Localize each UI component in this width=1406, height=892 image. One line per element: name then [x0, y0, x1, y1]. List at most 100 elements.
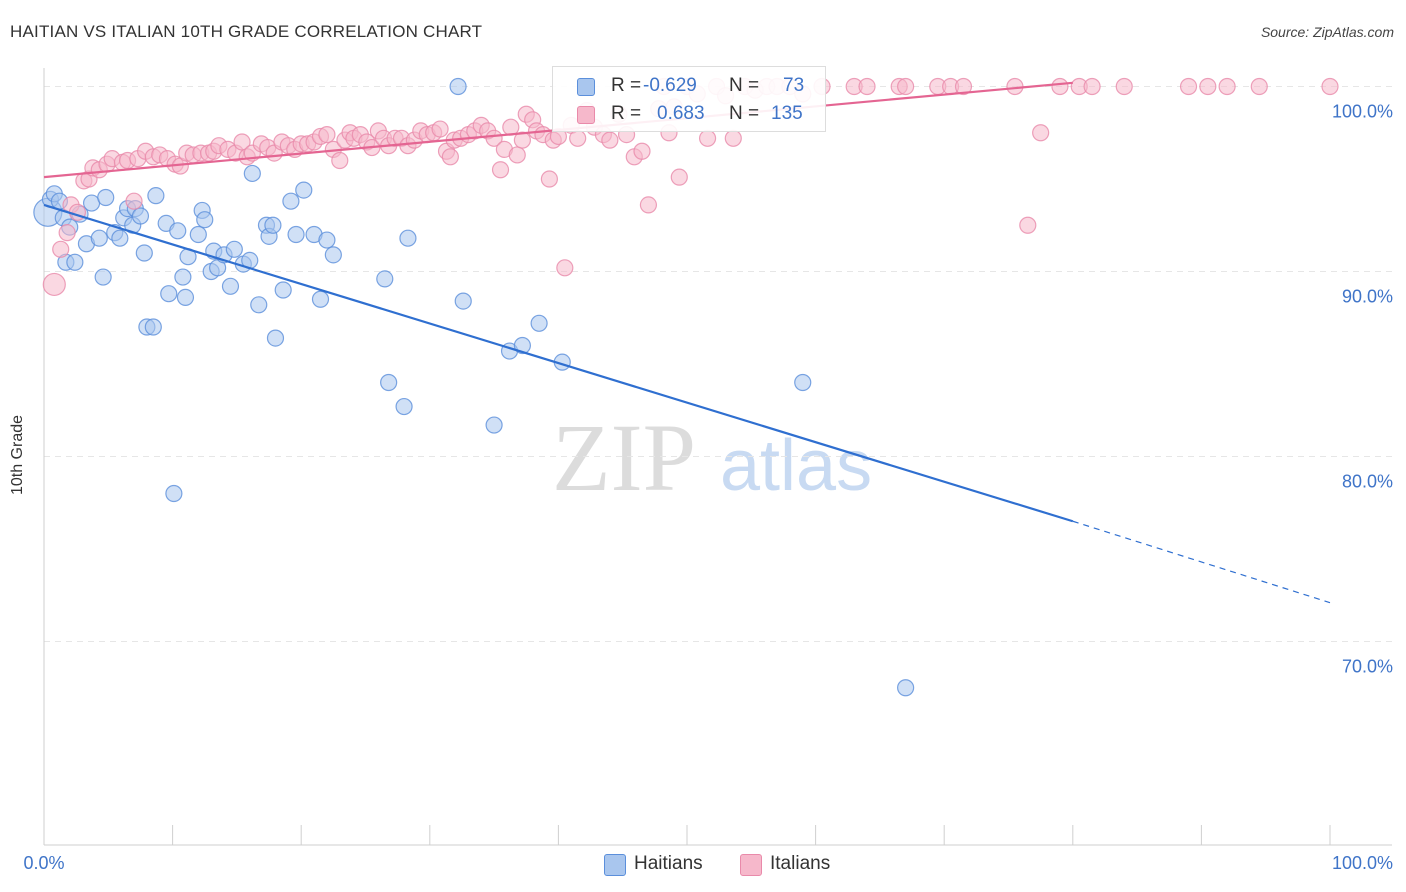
italian-point [125, 192, 143, 210]
haitian-point [897, 679, 915, 697]
italians-swatch [577, 106, 595, 124]
haitian-point [144, 318, 162, 336]
haitian-point [266, 329, 285, 347]
italian-point [1051, 77, 1069, 96]
italians-n-label: N = [729, 103, 760, 124]
italians-n-value: 135 [771, 103, 803, 124]
haitian-trend-line [43, 203, 1074, 523]
italian-point [670, 168, 688, 186]
italian-point [1321, 77, 1339, 96]
chart-title: HAITIAN VS ITALIAN 10TH GRADE CORRELATIO… [10, 22, 483, 41]
italian-point [42, 272, 66, 297]
haitian-point [318, 231, 336, 249]
italian-point [52, 240, 70, 258]
haitian-point [189, 225, 207, 244]
haitian-point [221, 277, 240, 295]
italian-point [331, 151, 349, 170]
italian-point [491, 161, 510, 179]
watermark-atlas: atlas [720, 426, 872, 506]
italian-point [58, 224, 76, 242]
italian-point [858, 77, 876, 96]
data-points [33, 77, 1339, 697]
italian-point [318, 126, 336, 144]
haitian-point [274, 281, 292, 299]
haitian-point [380, 373, 398, 392]
italian-point [431, 120, 449, 138]
haitian-point [243, 164, 261, 183]
series-legend: Haitians Italians [0, 852, 1406, 876]
haitians-r-label: R = [611, 75, 642, 96]
haitian-point [160, 285, 178, 303]
italian-point [513, 131, 531, 149]
italian-point [485, 129, 503, 147]
italians-legend-label: Italians [770, 853, 831, 874]
watermark-zip: ZIP [552, 404, 696, 511]
italian-point [897, 77, 915, 96]
y-tick-label: 90.0% [1342, 287, 1393, 307]
grid [44, 86, 1392, 642]
haitian-point [169, 222, 187, 240]
haitian-point [250, 296, 268, 314]
haitian-point [225, 240, 243, 258]
haitian-point [513, 336, 531, 355]
source-label: Source: ZipAtlas.com [1260, 24, 1394, 40]
italian-point [508, 146, 526, 164]
stats-row-italians: R = 0.683 N = 135 [553, 101, 825, 127]
italian-point [1179, 77, 1198, 96]
haitian-point [399, 229, 417, 247]
haitian-point [282, 192, 300, 210]
haitian-point [174, 268, 192, 286]
italian-point [1019, 216, 1037, 234]
haitian-point [454, 292, 472, 310]
haitian-point [311, 290, 330, 308]
x-tick-label: 100.0% [1332, 853, 1393, 873]
x-tick-label: 0.0% [23, 853, 64, 873]
haitians-r-value: -0.629 [643, 75, 697, 96]
italian-point [639, 196, 658, 214]
italians-r-label: R = [611, 103, 642, 124]
italian-point [569, 129, 587, 147]
y-tick-label: 70.0% [1342, 657, 1393, 677]
haitians-n-value: 73 [783, 75, 805, 96]
haitians-n-label: N = [729, 75, 760, 96]
haitian-point [131, 207, 150, 225]
haitian-point [90, 229, 108, 247]
haitian-point [165, 484, 183, 503]
italian-point [540, 170, 558, 188]
haitian-point [295, 181, 313, 199]
haitian-point [287, 225, 305, 244]
italian-point [441, 148, 459, 166]
italian-point [724, 129, 742, 147]
italian-point [954, 77, 973, 96]
italian-point [601, 131, 619, 149]
haitians-legend-label: Haitians [634, 853, 703, 874]
haitian-point [176, 288, 195, 306]
haitian-point [135, 244, 153, 262]
haitian-point [66, 253, 84, 271]
haitian-point [376, 270, 394, 288]
haitian-point [147, 187, 165, 205]
y-tick-label: 100.0% [1332, 102, 1393, 122]
haitians-legend-swatch [604, 854, 626, 876]
haitian-point [264, 216, 282, 234]
haitian-point [111, 229, 129, 247]
italians-legend-swatch [740, 854, 762, 876]
haitians-swatch [577, 78, 595, 96]
italian-point [698, 129, 717, 147]
haitian-point [794, 373, 812, 392]
haitian-point [530, 314, 548, 332]
stats-legend: R = -0.629 N = 73 R = 0.683 N = 135 [552, 66, 826, 132]
italian-point [1250, 77, 1268, 96]
italian-point [1115, 77, 1133, 96]
haitian-point [196, 211, 214, 229]
axes: 70.0% 80.0% 90.0% 100.0% 0.0% 100.0% [23, 68, 1393, 873]
italian-point [1218, 77, 1236, 96]
haitian-point [94, 268, 112, 286]
haitian-point [485, 416, 503, 434]
italian-point [556, 259, 574, 277]
haitian-point [97, 188, 115, 207]
italian-point [633, 142, 651, 160]
italian-point [1032, 124, 1050, 142]
haitian-point [449, 77, 467, 96]
